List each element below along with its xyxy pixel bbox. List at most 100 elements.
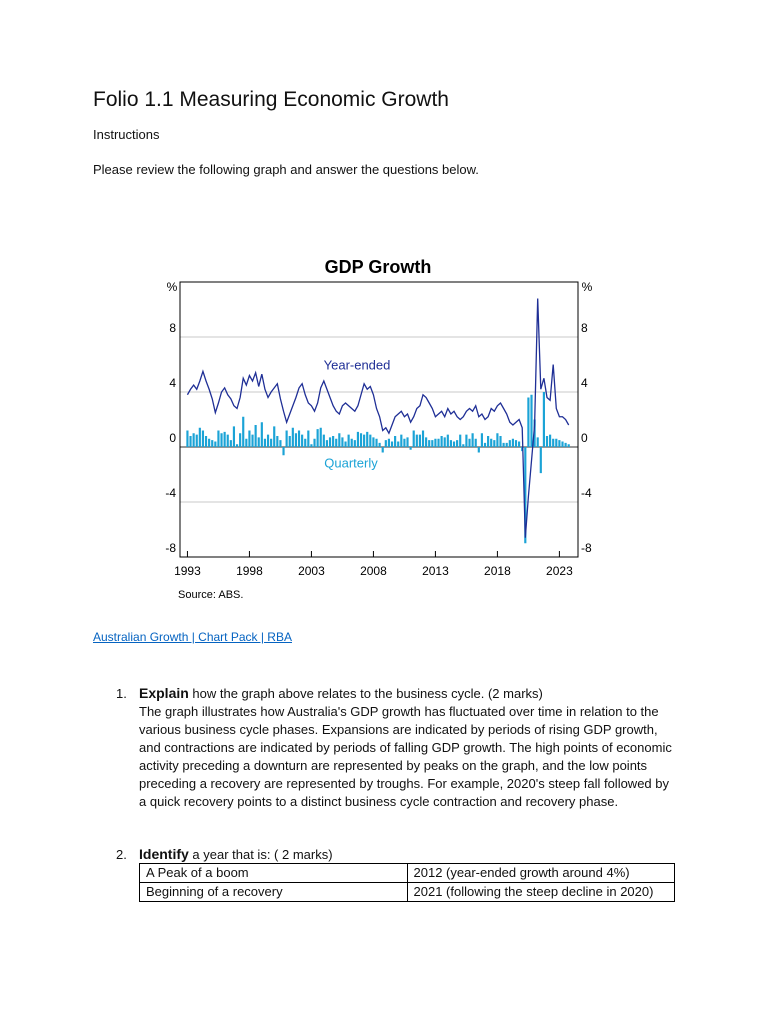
answer: The graph illustrates how Australia's GD… <box>139 704 672 809</box>
y-tick-label: 8 <box>169 321 176 335</box>
bar <box>390 441 394 447</box>
x-tick-label: 2023 <box>546 564 573 578</box>
bar <box>490 438 493 447</box>
bar <box>437 438 440 447</box>
bar <box>217 430 220 447</box>
table-cell: 2012 (year-ended growth around 4%) <box>406 863 675 883</box>
bar <box>375 438 378 447</box>
bar <box>474 438 477 447</box>
bar <box>487 436 490 447</box>
bar <box>195 434 198 447</box>
question-text: a year that is: ( 2 marks) <box>188 847 333 862</box>
table-cell: A Peak of a boom <box>139 863 408 883</box>
bar <box>527 397 530 447</box>
bar <box>421 430 425 447</box>
bar <box>536 437 539 447</box>
bar <box>338 433 341 447</box>
bar <box>335 438 338 447</box>
bar <box>434 438 437 447</box>
question-text: how the graph above relates to the busin… <box>188 686 543 701</box>
bar <box>266 434 270 447</box>
y-tick-label: -8 <box>581 541 592 555</box>
bar <box>533 419 536 447</box>
question: Identify a year that is: ( 2 marks) <box>139 845 679 864</box>
bar <box>530 394 533 447</box>
bar <box>356 431 360 447</box>
bar <box>353 440 356 447</box>
link[interactable]: Australian Growth | Chart Pack | RBA <box>93 630 292 644</box>
bar <box>564 442 567 447</box>
bar <box>226 434 229 447</box>
bar <box>322 434 325 447</box>
bar <box>307 430 310 447</box>
bar <box>552 438 555 447</box>
bar <box>313 438 316 447</box>
question-verb: Explain <box>139 685 189 701</box>
bar <box>310 444 313 447</box>
bar <box>471 433 474 447</box>
bar <box>545 436 549 447</box>
bar <box>276 436 279 447</box>
y-tick-label: -8 <box>165 541 176 555</box>
chart-title: GDP Growth <box>325 257 432 277</box>
bar <box>428 440 431 447</box>
bar <box>381 447 384 453</box>
series-label: Year-ended <box>324 357 391 372</box>
question: Explain how the graph above relates to t… <box>139 684 679 811</box>
doc-title: Folio 1.1 Measuring Economic Growth <box>93 88 449 111</box>
bar <box>263 438 267 447</box>
bar <box>499 436 502 447</box>
y-tick-label: 0 <box>169 431 176 445</box>
bar <box>285 430 288 447</box>
table-row: A Peak of a boom 2012 (year-ended growth… <box>139 863 675 883</box>
bar <box>511 438 514 447</box>
bar <box>468 438 471 447</box>
table-cell: 2021 (following the steep decline in 202… <box>406 882 675 902</box>
list-number: 1. <box>116 686 127 701</box>
bar <box>443 437 446 447</box>
bar <box>366 431 369 447</box>
bar <box>378 442 381 447</box>
bar <box>415 434 418 447</box>
bar <box>403 438 406 447</box>
bar <box>418 434 422 447</box>
bar <box>462 444 465 447</box>
table-cell: Beginning of a recovery <box>139 882 408 902</box>
y-tick-label: -4 <box>165 486 176 500</box>
bar <box>211 440 214 447</box>
bar <box>449 440 452 447</box>
question-verb: Identify <box>139 846 189 862</box>
bar <box>518 441 521 447</box>
bar <box>567 444 570 447</box>
bar <box>465 434 468 447</box>
bar <box>561 441 564 447</box>
bar <box>341 437 344 447</box>
x-tick-label: 2003 <box>298 564 325 578</box>
bar <box>456 440 459 447</box>
bar <box>350 438 353 447</box>
y-tick-label: -4 <box>581 486 592 500</box>
bar <box>359 433 363 447</box>
bar <box>245 438 248 447</box>
bar <box>400 434 403 447</box>
answer-table: A Peak of a boom 2012 (year-ended growth… <box>139 863 675 902</box>
table-row: Beginning of a recovery 2021 (following … <box>139 882 675 902</box>
x-tick-label: 1998 <box>236 564 263 578</box>
bar <box>297 430 301 447</box>
bar <box>440 436 443 447</box>
bar <box>558 440 561 447</box>
bar <box>394 436 397 447</box>
bar <box>542 392 545 447</box>
prompt: Please review the following graph and an… <box>93 162 479 177</box>
bar <box>480 433 483 447</box>
bar <box>282 447 285 456</box>
line <box>186 298 570 538</box>
bar <box>328 437 332 447</box>
bar <box>477 447 480 453</box>
bar <box>369 434 372 447</box>
bar <box>539 447 542 474</box>
chart: GDP Growth % % Source: ABS. -8 -8 -4 -4 0 0 4 4… <box>165 257 592 601</box>
instructions: Instructions <box>93 127 160 142</box>
bar <box>248 430 251 447</box>
